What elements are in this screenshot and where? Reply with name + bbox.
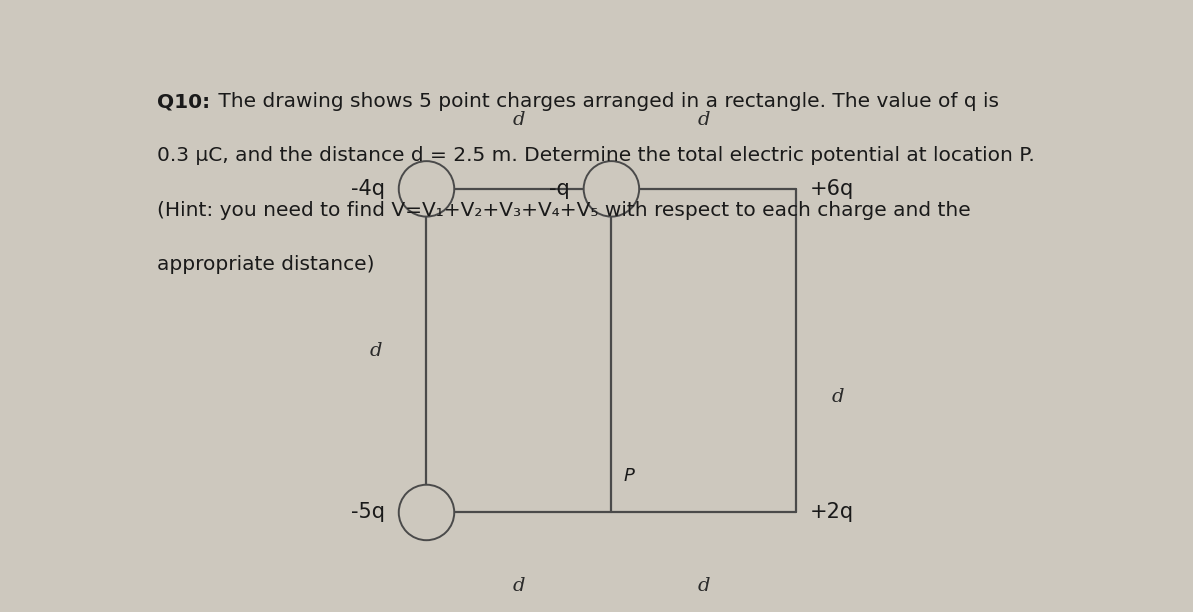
Text: d: d <box>513 111 525 129</box>
Text: +2q: +2q <box>810 502 854 523</box>
Text: d: d <box>698 577 710 595</box>
Text: (Hint: you need to find V=V₁+V₂+V₃+V₄+V₅ with respect to each charge and the: (Hint: you need to find V=V₁+V₂+V₃+V₄+V₅… <box>156 201 970 220</box>
Circle shape <box>398 161 455 217</box>
Text: The drawing shows 5 point charges arranged in a rectangle. The value of q is: The drawing shows 5 point charges arrang… <box>212 92 999 111</box>
Text: d: d <box>698 111 710 129</box>
Text: -q: -q <box>549 179 570 199</box>
Circle shape <box>398 485 455 540</box>
Text: -5q: -5q <box>351 502 385 523</box>
Text: d: d <box>832 388 845 406</box>
Text: 0.3 μC, and the distance d = 2.5 m. Determine the total electric potential at lo: 0.3 μC, and the distance d = 2.5 m. Dete… <box>156 146 1034 165</box>
Text: d: d <box>513 577 525 595</box>
Circle shape <box>583 161 639 217</box>
Text: appropriate distance): appropriate distance) <box>156 255 375 274</box>
Text: Q10:: Q10: <box>156 92 210 111</box>
Text: -4q: -4q <box>351 179 385 199</box>
Text: +6q: +6q <box>810 179 854 199</box>
Text: d: d <box>370 341 382 360</box>
Text: P: P <box>624 467 635 485</box>
